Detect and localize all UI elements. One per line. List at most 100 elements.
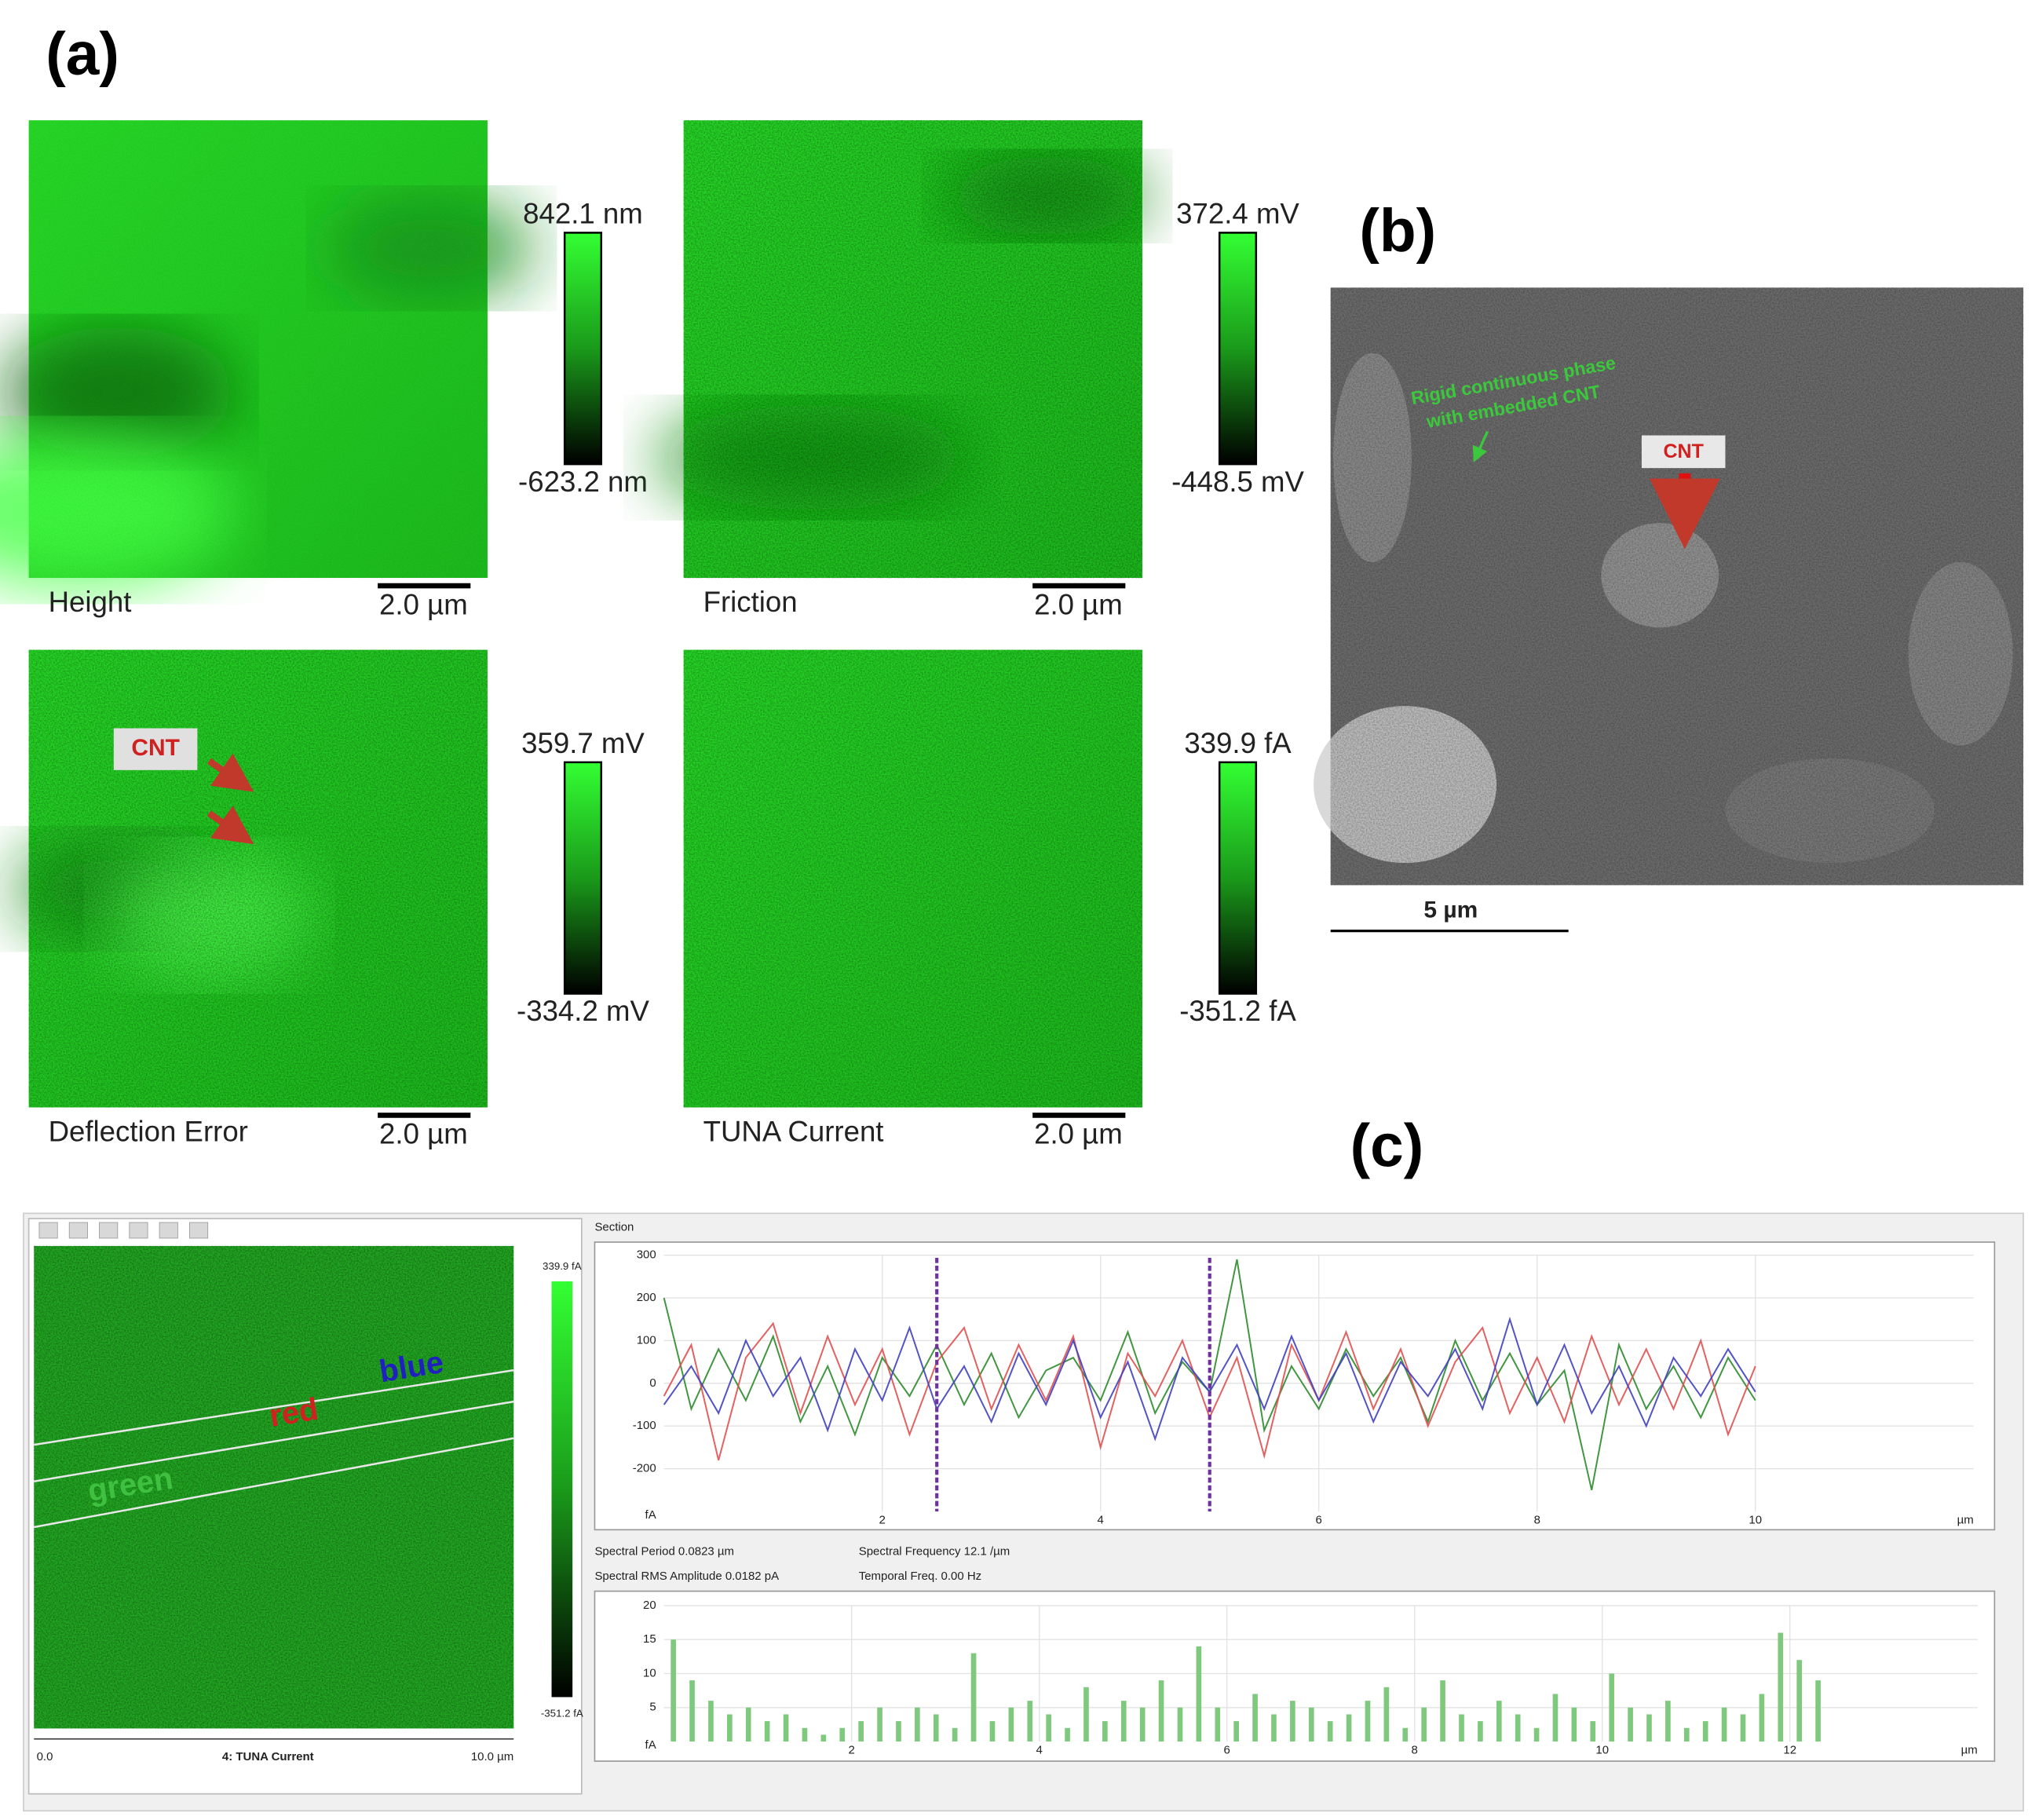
bar [1552,1694,1558,1742]
y-tick-label: -100 [633,1419,656,1432]
bar [1683,1727,1690,1742]
bar [1402,1727,1409,1742]
colorbar-max: 359.7 mV [521,727,645,759]
section-label: Section [594,1221,634,1234]
bar [1383,1687,1390,1742]
bar [1008,1707,1014,1742]
bar [1740,1714,1746,1742]
scale-bar-label: 2.0 µm [379,1118,468,1150]
bar [1327,1721,1333,1742]
bar [1365,1701,1371,1742]
bar [1440,1680,1445,1742]
bar [1233,1721,1239,1742]
annotation-box [113,728,198,770]
axis-label: 10.0 µm [471,1750,513,1763]
plot-frame [594,1241,1996,1531]
colorbar-min: -334.2 mV [517,995,649,1027]
scale-bar-label: 2.0 µm [1034,1118,1123,1150]
x-tick-label: 10 [1595,1744,1609,1757]
bar [783,1714,789,1742]
bar [1665,1701,1671,1742]
bar [1027,1701,1033,1742]
scale-bar-label: 5 µm [1423,897,1478,923]
bar [933,1714,939,1742]
image-label: Height [49,586,132,618]
annotation: CNT [1664,440,1704,462]
image-texture [34,1245,514,1729]
toolbar-icon [129,1222,148,1239]
arrow [1472,430,1489,462]
x-tick-label: 4 [1036,1744,1043,1757]
bar [1271,1714,1277,1742]
colorbar-min: -351.2 fA [1179,995,1296,1027]
colorbar-min: -448.5 mV [1171,466,1304,498]
x-tick-label: 6 [1316,1514,1322,1527]
y-tick-label: 300 [637,1248,656,1262]
bar [1177,1707,1183,1742]
readout: Spectral Period 0.0823 µm [594,1545,734,1559]
bar [970,1653,977,1742]
axis-label: 0.0 [37,1750,53,1763]
y-axis-label: fA [645,1738,656,1752]
x-axis-label: µm [1957,1514,1974,1527]
colorbar [551,1281,573,1698]
bar [952,1727,958,1742]
y-tick-label: 100 [637,1333,656,1347]
bar [839,1727,846,1742]
bar [896,1721,901,1742]
y-tick-label: 5 [649,1701,656,1714]
colorbar-max: 372.4 mV [1176,197,1299,229]
scale-bar-label: 2.0 µm [1034,588,1123,620]
y-tick-label: 20 [643,1599,656,1612]
bar [1120,1701,1127,1742]
section-line [34,1437,514,1529]
colorbar [563,232,603,466]
bar [1065,1727,1070,1742]
colorbar-max: 339.9 fA [543,1260,582,1272]
panel-label: (c) [1350,1113,1424,1180]
bar [1478,1721,1483,1742]
colorbar-min: -623.2 nm [518,466,648,498]
panel-label: (a) [46,21,119,88]
annotation-box [1641,435,1726,469]
colorbar-min: -351.2 fA [541,1708,583,1719]
colorbar [563,761,603,995]
toolbar-icon [38,1222,58,1239]
section-line [34,1369,514,1446]
panel-label: (b) [1359,198,1436,265]
bar [1702,1721,1708,1742]
y-tick-label: 10 [643,1666,656,1679]
bar [1815,1680,1821,1742]
x-tick-label: 8 [1412,1744,1418,1757]
colorbar [1218,232,1258,466]
readout: Spectral RMS Amplitude 0.0182 pA [594,1570,779,1583]
bar [1628,1707,1633,1742]
toolbar-icon [99,1222,119,1239]
bar [1721,1707,1727,1742]
colorbar-max: 339.9 fA [1184,727,1292,759]
y-axis-label: fA [645,1508,656,1522]
bar [802,1727,808,1742]
bar [1346,1714,1352,1742]
x-tick-label: 10 [1748,1514,1762,1527]
bar [1215,1707,1221,1742]
bar [1646,1714,1652,1742]
colorbar [1218,761,1258,995]
axis-title: 4: TUNA Current [222,1750,314,1763]
bar [689,1680,695,1742]
sem-texture [1330,287,2024,886]
toolbar-icon [159,1222,178,1239]
y-tick-label: 200 [637,1291,656,1304]
bar [1083,1687,1089,1742]
bar [1609,1673,1615,1742]
bar [1290,1701,1295,1742]
x-tick-label: 8 [1534,1514,1540,1527]
x-tick-label: 2 [849,1744,855,1757]
bar [1046,1714,1051,1742]
bar [877,1707,882,1742]
bar [1459,1714,1464,1742]
bar [1308,1707,1314,1742]
bar [1533,1727,1540,1742]
